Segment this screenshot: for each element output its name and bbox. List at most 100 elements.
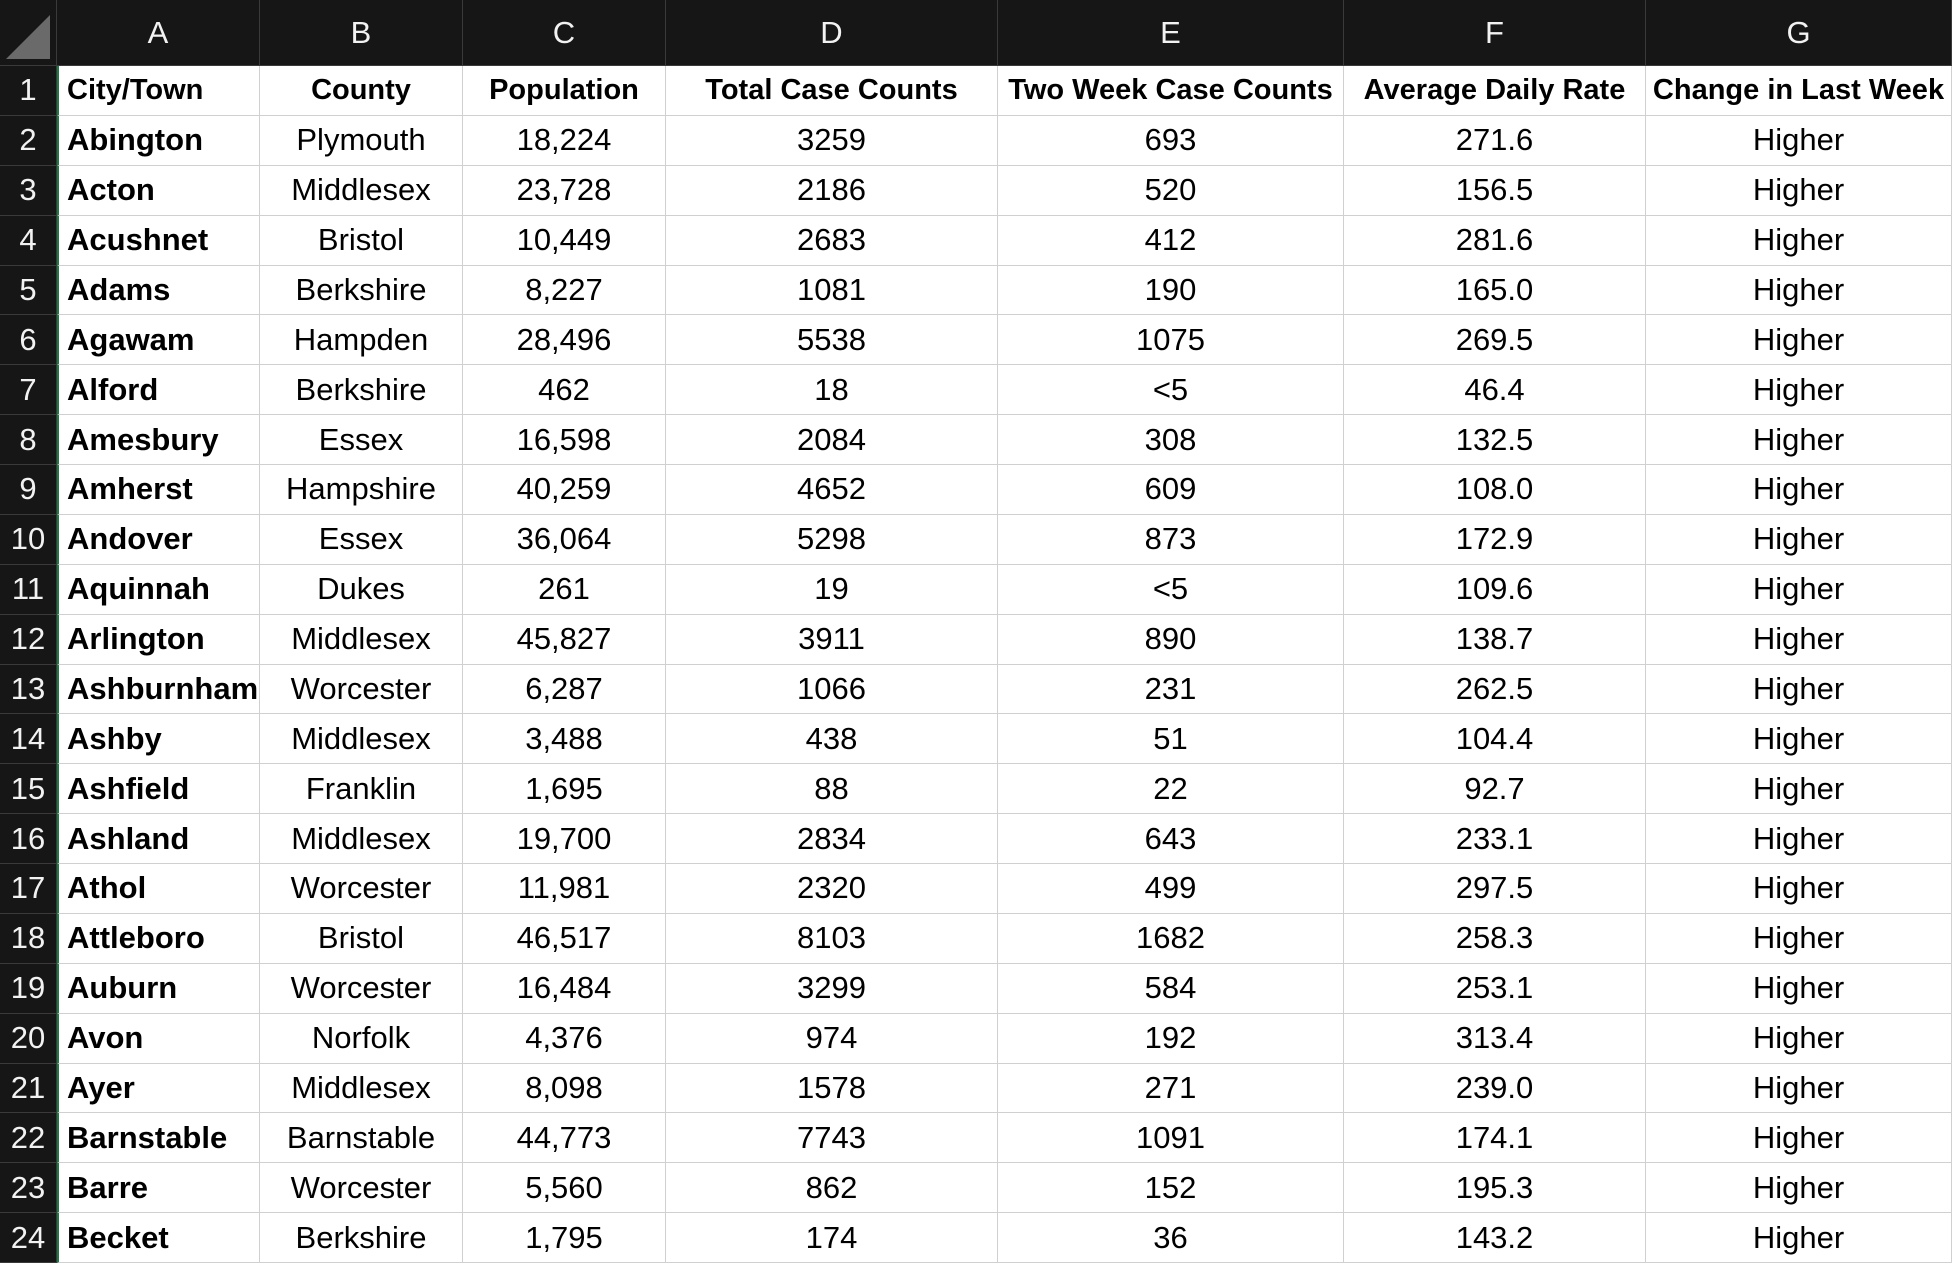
table-cell[interactable]: Middlesex <box>260 714 463 765</box>
table-cell[interactable]: 10,449 <box>463 215 666 266</box>
table-cell[interactable]: 8,098 <box>463 1063 666 1114</box>
table-cell[interactable]: 172.9 <box>1344 514 1646 565</box>
table-cell[interactable]: 438 <box>666 714 998 765</box>
table-cell[interactable]: 7743 <box>666 1113 998 1164</box>
table-cell[interactable]: Andover <box>57 514 260 565</box>
column-header-f[interactable]: F <box>1344 0 1646 66</box>
header-cell[interactable]: Total Case Counts <box>666 66 998 116</box>
table-cell[interactable]: 584 <box>998 963 1344 1014</box>
table-cell[interactable]: 1066 <box>666 664 998 715</box>
row-header-21[interactable]: 21 <box>0 1063 57 1114</box>
table-cell[interactable]: Arlington <box>57 614 260 665</box>
table-cell[interactable]: 156.5 <box>1344 165 1646 216</box>
table-cell[interactable]: Higher <box>1646 315 1952 366</box>
table-cell[interactable]: 262.5 <box>1344 664 1646 715</box>
table-cell[interactable]: 3,488 <box>463 714 666 765</box>
table-cell[interactable]: 2683 <box>666 215 998 266</box>
table-cell[interactable]: Worcester <box>260 1163 463 1214</box>
table-cell[interactable]: 40,259 <box>463 465 666 515</box>
table-cell[interactable]: Barre <box>57 1163 260 1214</box>
row-header-16[interactable]: 16 <box>0 814 57 864</box>
row-header-6[interactable]: 6 <box>0 315 57 366</box>
table-cell[interactable]: 45,827 <box>463 614 666 665</box>
table-cell[interactable]: Essex <box>260 514 463 565</box>
table-cell[interactable]: Ashburnham <box>57 664 260 715</box>
table-cell[interactable]: 4652 <box>666 465 998 515</box>
row-header-19[interactable]: 19 <box>0 963 57 1014</box>
table-cell[interactable]: 2084 <box>666 415 998 465</box>
table-cell[interactable]: Agawam <box>57 315 260 366</box>
header-cell[interactable]: Average Daily Rate <box>1344 66 1646 116</box>
table-cell[interactable]: Higher <box>1646 864 1952 914</box>
table-cell[interactable]: Bristol <box>260 215 463 266</box>
table-cell[interactable]: 46.4 <box>1344 365 1646 416</box>
table-cell[interactable]: Alford <box>57 365 260 416</box>
table-cell[interactable]: Higher <box>1646 714 1952 765</box>
table-cell[interactable]: 1091 <box>998 1113 1344 1164</box>
row-header-10[interactable]: 10 <box>0 514 57 565</box>
table-cell[interactable]: Franklin <box>260 764 463 815</box>
table-cell[interactable]: 4,376 <box>463 1013 666 1064</box>
table-cell[interactable]: 109.6 <box>1344 564 1646 615</box>
table-cell[interactable]: Worcester <box>260 864 463 914</box>
table-cell[interactable]: Higher <box>1646 1063 1952 1114</box>
table-cell[interactable]: 36,064 <box>463 514 666 565</box>
table-cell[interactable]: Middlesex <box>260 165 463 216</box>
table-cell[interactable]: Higher <box>1646 265 1952 316</box>
table-cell[interactable]: Amherst <box>57 465 260 515</box>
table-cell[interactable]: 152 <box>998 1163 1344 1214</box>
header-cell[interactable]: Change in Last Week <box>1646 66 1952 116</box>
table-cell[interactable]: Higher <box>1646 664 1952 715</box>
table-cell[interactable]: 873 <box>998 514 1344 565</box>
row-header-15[interactable]: 15 <box>0 764 57 815</box>
table-cell[interactable]: 174.1 <box>1344 1113 1646 1164</box>
column-header-g[interactable]: G <box>1646 0 1952 66</box>
table-cell[interactable]: 174 <box>666 1213 998 1263</box>
column-header-a[interactable]: A <box>57 0 260 66</box>
table-cell[interactable]: 18 <box>666 365 998 416</box>
table-cell[interactable]: 23,728 <box>463 165 666 216</box>
table-cell[interactable]: Higher <box>1646 514 1952 565</box>
column-header-e[interactable]: E <box>998 0 1344 66</box>
table-cell[interactable]: 5298 <box>666 514 998 565</box>
table-cell[interactable]: Auburn <box>57 963 260 1014</box>
table-cell[interactable]: 2834 <box>666 814 998 864</box>
table-cell[interactable]: Hampden <box>260 315 463 366</box>
table-cell[interactable]: Becket <box>57 1213 260 1263</box>
table-cell[interactable]: 890 <box>998 614 1344 665</box>
table-cell[interactable]: 192 <box>998 1013 1344 1064</box>
table-cell[interactable]: Plymouth <box>260 115 463 166</box>
table-cell[interactable]: Amesbury <box>57 415 260 465</box>
table-cell[interactable]: 28,496 <box>463 315 666 366</box>
table-cell[interactable]: 195.3 <box>1344 1163 1646 1214</box>
table-cell[interactable]: Higher <box>1646 1113 1952 1164</box>
table-cell[interactable]: 2186 <box>666 165 998 216</box>
row-header-4[interactable]: 4 <box>0 215 57 266</box>
row-header-13[interactable]: 13 <box>0 664 57 715</box>
table-cell[interactable]: Abington <box>57 115 260 166</box>
table-cell[interactable]: 16,598 <box>463 415 666 465</box>
table-cell[interactable]: 2320 <box>666 864 998 914</box>
table-cell[interactable]: Essex <box>260 415 463 465</box>
table-cell[interactable]: 271 <box>998 1063 1344 1114</box>
table-cell[interactable]: Aquinnah <box>57 564 260 615</box>
row-header-14[interactable]: 14 <box>0 714 57 765</box>
table-cell[interactable]: 499 <box>998 864 1344 914</box>
table-cell[interactable]: Higher <box>1646 365 1952 416</box>
table-cell[interactable]: 412 <box>998 215 1344 266</box>
row-header-9[interactable]: 9 <box>0 465 57 515</box>
table-cell[interactable]: Higher <box>1646 165 1952 216</box>
table-cell[interactable]: Barnstable <box>260 1113 463 1164</box>
table-cell[interactable]: 1075 <box>998 315 1344 366</box>
table-cell[interactable]: 313.4 <box>1344 1013 1646 1064</box>
table-cell[interactable]: 233.1 <box>1344 814 1646 864</box>
column-header-c[interactable]: C <box>463 0 666 66</box>
table-cell[interactable]: 11,981 <box>463 864 666 914</box>
table-cell[interactable]: Norfolk <box>260 1013 463 1064</box>
table-cell[interactable]: Higher <box>1646 564 1952 615</box>
header-cell[interactable]: Two Week Case Counts <box>998 66 1344 116</box>
table-cell[interactable]: Middlesex <box>260 614 463 665</box>
table-cell[interactable]: Hampshire <box>260 465 463 515</box>
select-all-corner[interactable] <box>0 0 57 66</box>
table-cell[interactable]: Higher <box>1646 1013 1952 1064</box>
